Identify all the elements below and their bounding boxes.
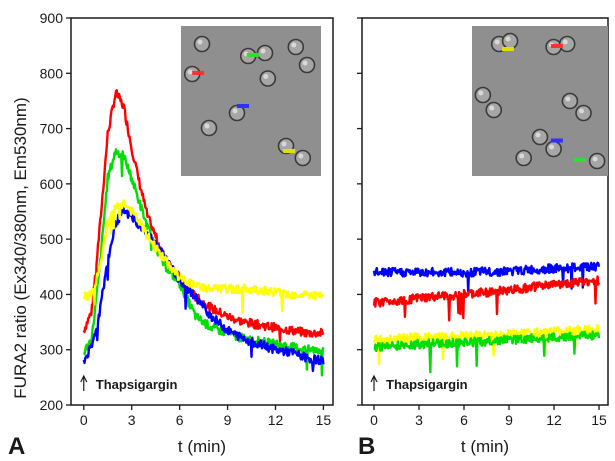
cell	[259, 70, 277, 87]
series-line	[373, 330, 601, 374]
y-tick-label: 400	[40, 286, 64, 302]
cell	[515, 149, 532, 167]
cell-marker	[192, 71, 205, 75]
plot-frame	[361, 17, 609, 406]
inset-background	[472, 26, 608, 176]
cell-highlight	[232, 108, 238, 114]
annotation-arrowhead	[370, 374, 378, 383]
inset-micrograph	[472, 26, 608, 176]
x-tick-label: 9	[224, 412, 232, 428]
series-line	[82, 199, 324, 314]
cell-highlight	[494, 39, 500, 45]
cell-highlight	[302, 60, 308, 66]
y-tick-label: 700	[40, 121, 64, 137]
cell-highlight	[562, 39, 568, 45]
cell	[294, 149, 312, 167]
cell-highlight	[505, 36, 511, 42]
panel-a: 0 3 6 9 12 15 200 300 400 500 600 700 800 900 Thapsiga…	[8, 10, 334, 460]
x-tick-label: 0	[80, 412, 88, 428]
x-tick-label: 15	[591, 412, 607, 428]
series-line	[372, 261, 601, 293]
y-tick-label: 500	[40, 231, 64, 247]
cell	[575, 104, 592, 122]
x-tick-label: 6	[176, 412, 184, 428]
panel-b: 0 3 6 9 12 15 Thapsigargin t (min) B	[357, 17, 609, 460]
cell-highlight	[187, 69, 193, 75]
panel-letter: A	[8, 433, 25, 460]
x-tick-label: 9	[505, 412, 513, 428]
y-tick-label: 200	[40, 397, 64, 413]
cell-highlight	[489, 105, 495, 111]
x-axis-title: t (min)	[461, 437, 509, 456]
y-tick-label: 800	[40, 65, 64, 81]
y-tick-label: 600	[40, 176, 64, 192]
x-tick-label: 12	[546, 412, 562, 428]
cell-marker	[237, 104, 249, 108]
cell	[256, 44, 274, 62]
cell-marker	[550, 138, 563, 143]
series-line	[82, 89, 325, 343]
cell-highlight	[549, 144, 555, 150]
cell-highlight	[291, 42, 297, 48]
cell-highlight	[298, 153, 304, 159]
x-tick-label: 3	[128, 412, 136, 428]
cell	[298, 56, 316, 74]
cell	[287, 38, 305, 56]
x-tick-label: 12	[268, 412, 284, 428]
cell	[561, 92, 579, 110]
annotation-arrowhead	[80, 374, 88, 383]
cell-marker	[550, 44, 563, 48]
cell-highlight	[592, 156, 598, 162]
x-axis-title: t (min)	[178, 437, 226, 456]
series-line	[372, 323, 600, 365]
cell	[193, 35, 211, 53]
y-tick-label: 900	[40, 10, 64, 26]
cell-marker	[501, 47, 514, 51]
cell-highlight	[263, 74, 269, 79]
cell-highlight	[565, 96, 571, 102]
plot-frame	[70, 17, 334, 406]
x-tick-label: 15	[316, 412, 332, 428]
cell	[545, 140, 562, 158]
cell	[531, 128, 549, 146]
cell	[474, 86, 492, 104]
cell-highlight	[478, 90, 484, 96]
x-tick-label: 0	[370, 412, 378, 428]
inset-micrograph	[181, 26, 321, 176]
cell-highlight	[579, 108, 585, 114]
cell	[485, 101, 503, 119]
cell-highlight	[535, 132, 541, 138]
cell-marker	[246, 53, 259, 57]
series-line	[82, 206, 325, 373]
cell-marker	[283, 149, 296, 153]
cell-highlight	[260, 48, 266, 54]
cell-highlight	[519, 153, 525, 159]
cell-highlight	[204, 123, 210, 129]
cell-highlight	[281, 141, 287, 147]
x-tick-label: 6	[460, 412, 468, 428]
series-line	[82, 148, 325, 377]
y-axis-title: FURA2 ratio (Ex340/380nm, Em530nm)	[11, 97, 30, 398]
cell-marker	[574, 158, 586, 162]
cell	[588, 152, 606, 170]
cell	[200, 119, 218, 137]
annotation-label: Thapsigargin	[386, 377, 468, 392]
annotation-label: Thapsigargin	[96, 377, 178, 392]
cell-highlight	[197, 39, 203, 45]
panel-letter: B	[358, 433, 375, 460]
series-line	[372, 275, 601, 322]
x-tick-label: 3	[415, 412, 423, 428]
y-tick-label: 300	[40, 342, 64, 358]
cell	[501, 32, 519, 50]
